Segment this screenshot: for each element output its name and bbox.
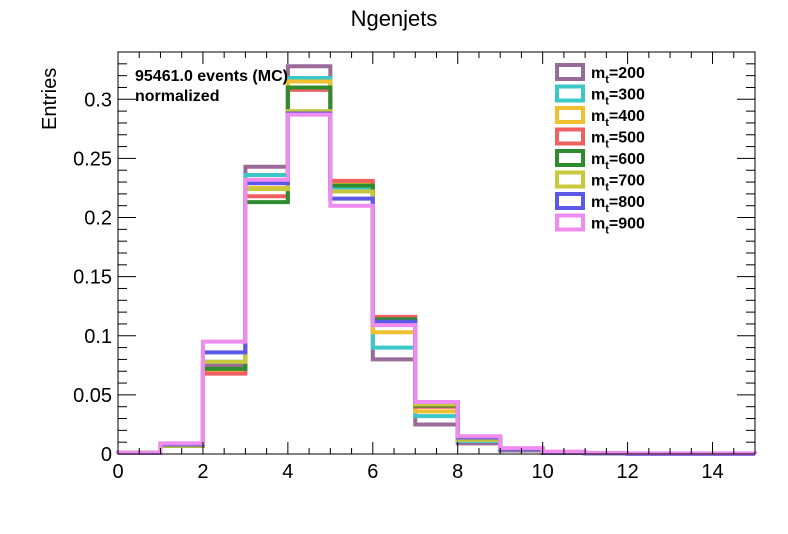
- x-tick-label: 0: [112, 461, 123, 483]
- y-tick-label: 0.2: [84, 208, 112, 230]
- x-tick-label: 4: [282, 461, 293, 483]
- x-tick-label: 12: [616, 461, 638, 483]
- legend-swatch: [555, 213, 585, 232]
- x-tick-label: 10: [532, 461, 554, 483]
- legend-label: mt=800: [591, 194, 645, 215]
- legend-label: mt=700: [591, 173, 645, 194]
- legend-label: mt=900: [591, 216, 645, 237]
- y-tick-label: 0.1: [84, 326, 112, 348]
- legend-label: mt=400: [591, 108, 645, 129]
- annotation-events: 95461.0 events (MC): [135, 68, 288, 85]
- legend-swatch: [555, 106, 585, 124]
- annotation-normalized: normalized: [135, 88, 219, 105]
- chart-title: Ngenjets: [351, 6, 438, 31]
- legend-swatch: [555, 149, 585, 167]
- legend-label: mt=200: [591, 65, 645, 86]
- y-tick-label: 0.05: [73, 385, 112, 407]
- x-tick-label: 6: [367, 461, 378, 483]
- y-axis-label: Entries: [39, 68, 61, 130]
- legend-swatch: [555, 84, 585, 103]
- y-tick-label: 0: [101, 444, 112, 466]
- legend-label: mt=500: [591, 130, 645, 151]
- axes-layer: 0 2 4 6 8 10 12 14 0 0.05 0.1 0.15 0.2 0.25 0.3: [73, 51, 756, 483]
- y-tick-label: 0.15: [73, 267, 112, 289]
- legend-swatch: [555, 170, 585, 189]
- legend-label: mt=600: [591, 151, 645, 172]
- x-tick-label: 8: [452, 461, 463, 483]
- legend-swatch: [555, 192, 585, 210]
- legend: mt=200mt=300mt=400mt=500mt=600mt=700mt=8…: [555, 63, 645, 237]
- legend-swatch: [555, 63, 585, 81]
- y-tick-label: 0.3: [84, 89, 112, 111]
- y-tick-label: 0.25: [73, 148, 112, 170]
- legend-label: mt=300: [591, 87, 645, 108]
- legend-swatch: [555, 127, 585, 146]
- x-tick-label: 2: [197, 461, 208, 483]
- x-tick-label: 14: [701, 461, 723, 483]
- plot-layer: [116, 64, 757, 456]
